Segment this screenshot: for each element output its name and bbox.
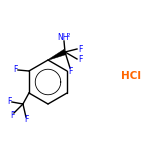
Text: 2: 2: [66, 33, 70, 38]
Text: F: F: [7, 97, 11, 107]
Text: F: F: [78, 55, 82, 64]
Text: F: F: [68, 67, 72, 76]
Text: F: F: [78, 45, 82, 54]
Text: HCl: HCl: [121, 71, 141, 81]
Text: F: F: [13, 66, 17, 74]
Text: F: F: [24, 116, 28, 124]
Text: F: F: [10, 111, 14, 119]
Polygon shape: [48, 49, 66, 60]
Text: NH: NH: [57, 33, 68, 42]
